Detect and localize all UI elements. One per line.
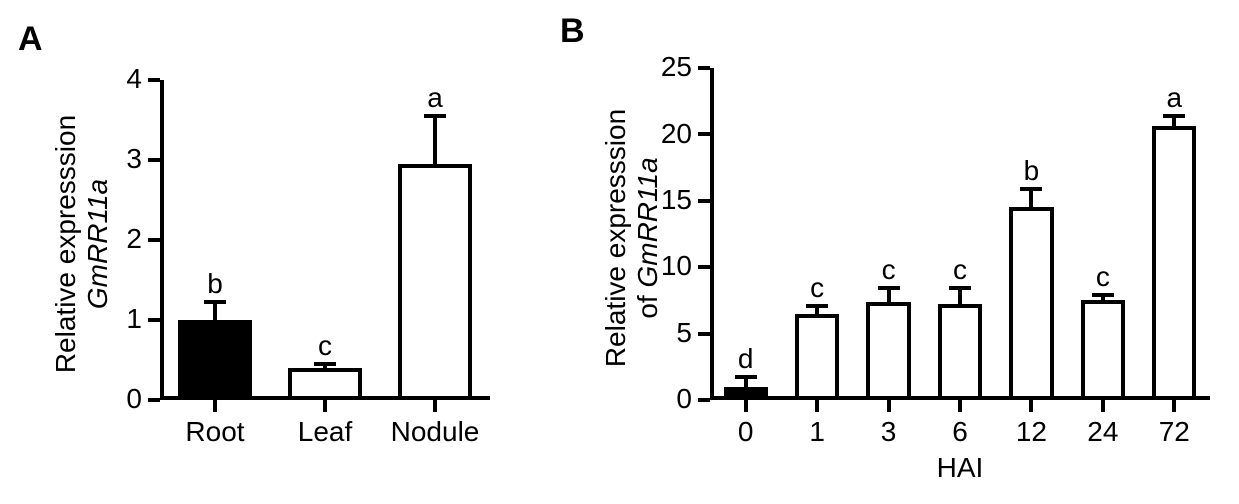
y-tick [148,78,160,82]
x-tick-label: 72 [1159,416,1190,448]
y-tick-label: 10 [648,250,692,282]
y-tick-label: 15 [648,184,692,216]
bar [398,164,473,400]
error-cap [1020,187,1042,191]
bar [795,314,839,400]
x-tick-label: 6 [952,416,968,448]
bar [724,387,768,400]
y-tick [698,66,710,70]
x-tick [815,400,819,412]
y-tick [698,265,710,269]
x-tick [433,400,437,412]
y-tick [698,398,710,402]
bar [1152,126,1196,400]
significance-label: a [1166,82,1182,114]
bar [866,302,910,400]
significance-label: b [1024,155,1040,187]
x-tick-label: 3 [881,416,897,448]
y-tick-label: 0 [648,383,692,415]
x-axis-title: HAI [920,452,1000,484]
error-cap [1163,114,1185,118]
x-tick-label: Root [185,416,244,448]
error-bar [213,302,217,320]
y-tick-label: 3 [98,143,142,175]
error-cap [1092,293,1114,297]
bar [938,304,982,400]
significance-label: c [882,254,896,286]
bar [288,368,363,400]
x-tick [323,400,327,412]
y-axis [710,68,714,400]
significance-label: a [427,82,443,114]
error-cap [878,286,900,290]
x-tick-label: 1 [809,416,825,448]
y-tick-label: 0 [98,383,142,415]
x-tick-label: 0 [738,416,754,448]
error-cap [204,300,226,304]
significance-label: c [953,254,967,286]
x-tick [1172,400,1176,412]
y-axis [160,80,164,400]
x-tick [958,400,962,412]
x-tick-label: 24 [1087,416,1118,448]
y-tick-label: 25 [648,51,692,83]
bar [1081,300,1125,400]
error-bar [433,116,437,164]
error-cap [806,304,828,308]
y-tick-label: 2 [98,223,142,255]
x-tick [887,400,891,412]
error-bar [1029,189,1033,208]
panel-label-a: A [18,20,43,59]
y-tick [698,132,710,136]
error-cap [424,114,446,118]
significance-label: d [738,343,754,375]
x-tick [1101,400,1105,412]
y-tick [148,318,160,322]
x-tick-label: 12 [1016,416,1047,448]
y-tick [698,332,710,336]
x-tick-label: Leaf [298,416,353,448]
panel-label-b: B [560,12,585,51]
error-cap [949,286,971,290]
y-tick [148,238,160,242]
y-tick [148,398,160,402]
x-tick-label: Nodule [391,416,480,448]
bar [178,320,253,400]
error-cap [314,362,336,366]
significance-label: c [1096,261,1110,293]
error-bar [958,288,962,304]
error-cap [735,375,757,379]
significance-label: b [207,268,223,300]
y-tick-label: 5 [648,317,692,349]
figure-root: ARelative expresssionGmRR11a01234bRootcL… [0,0,1239,504]
y-tick [698,199,710,203]
bar [1009,207,1053,400]
y-tick-label: 20 [648,118,692,150]
x-tick [213,400,217,412]
significance-label: c [318,330,332,362]
significance-label: c [810,272,824,304]
y-tick [148,158,160,162]
x-tick [1029,400,1033,412]
x-tick [744,400,748,412]
y-tick-label: 4 [98,63,142,95]
y-tick-label: 1 [98,303,142,335]
